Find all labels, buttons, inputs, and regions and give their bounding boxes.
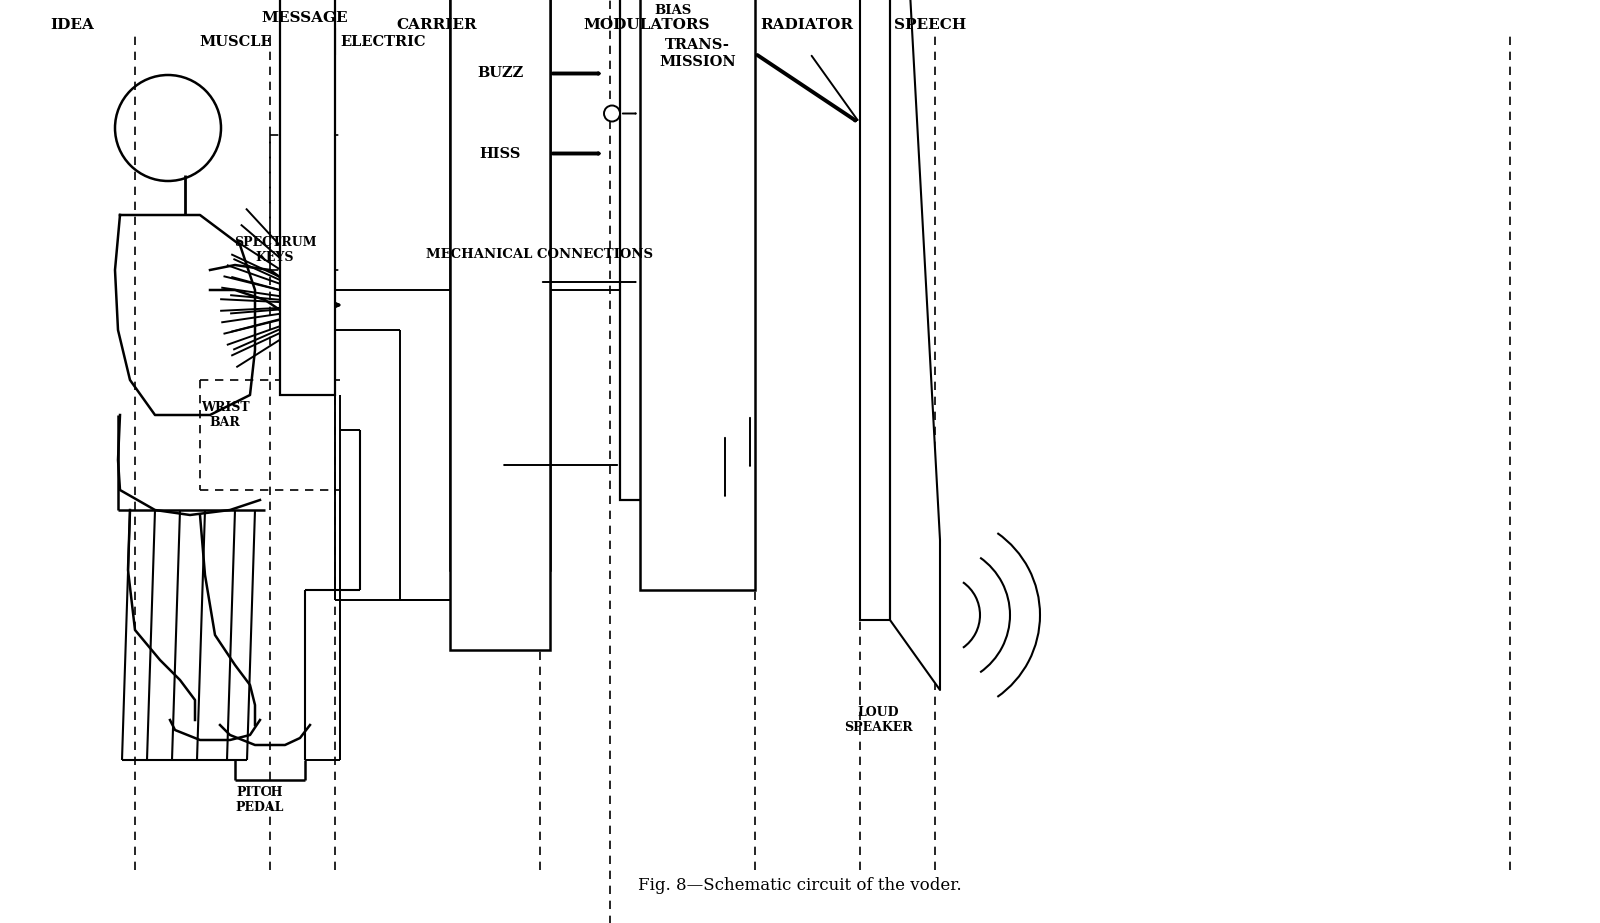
Text: PITCH
BIAS: PITCH BIAS xyxy=(648,0,698,18)
Text: ELECTRIC: ELECTRIC xyxy=(339,35,426,49)
Text: SPEECH: SPEECH xyxy=(894,18,966,32)
Bar xyxy=(280,0,334,395)
Bar xyxy=(861,0,890,620)
Text: WRIST
BAR: WRIST BAR xyxy=(200,401,250,429)
Text: LOUD
SPEAKER: LOUD SPEAKER xyxy=(843,706,912,734)
Text: IDEA: IDEA xyxy=(50,18,94,32)
Text: PITCH
PEDAL: PITCH PEDAL xyxy=(235,786,285,814)
Text: BUZZ: BUZZ xyxy=(477,66,523,80)
Text: HISS: HISS xyxy=(480,147,520,161)
Text: MUSCLE: MUSCLE xyxy=(200,35,272,49)
Bar xyxy=(450,0,550,570)
Bar xyxy=(640,0,755,590)
Bar xyxy=(621,0,725,500)
Text: RADIATOR: RADIATOR xyxy=(760,18,853,32)
Bar xyxy=(450,0,550,650)
Circle shape xyxy=(605,105,621,122)
Text: TRANS-
MISSION: TRANS- MISSION xyxy=(659,39,736,68)
Text: CARRIER: CARRIER xyxy=(397,18,477,32)
Text: MECHANICAL CONNECTIONS: MECHANICAL CONNECTIONS xyxy=(427,248,653,261)
Text: MESSAGE: MESSAGE xyxy=(262,11,349,25)
Text: SPECTRUM
KEYS: SPECTRUM KEYS xyxy=(234,236,317,264)
Text: MODULATORS: MODULATORS xyxy=(584,18,710,32)
Polygon shape xyxy=(890,0,941,690)
Text: Fig. 8—Schematic circuit of the voder.: Fig. 8—Schematic circuit of the voder. xyxy=(638,877,962,893)
